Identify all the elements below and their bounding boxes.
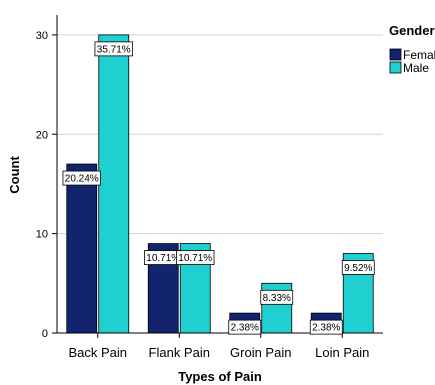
y-tick-label: 30	[36, 30, 48, 42]
data-label: 10.71%	[146, 253, 180, 264]
data-label: 10.71%	[178, 253, 212, 264]
data-labels: 20.24% 35.71% 10.71%10.71% 2.38% 8.33% 2.38% 9…	[62, 41, 375, 335]
y-tick-label: 20	[36, 129, 48, 141]
data-label-box	[341, 260, 375, 275]
legend-label-female: Female	[403, 48, 435, 62]
legend-title: Gender	[389, 23, 435, 38]
y-tick-label: 0	[42, 328, 48, 340]
bar-female	[66, 163, 98, 334]
legend: Gender FemaleMale	[389, 23, 435, 75]
x-tick-label: Flank Pain	[149, 345, 210, 360]
data-label: 35.71%	[97, 44, 131, 55]
x-ticks: Back Pain Flank Pain Groin Pain Loin Pain	[68, 333, 369, 360]
data-label: 20.24%	[65, 174, 99, 185]
bar-group	[66, 34, 374, 334]
bar-male	[98, 34, 130, 334]
x-tick-label: Back Pain	[68, 345, 127, 360]
data-label-box	[176, 250, 215, 265]
x-tick-label: Loin Pain	[315, 345, 369, 360]
legend-swatch-female	[389, 48, 402, 61]
y-tick-label: 10	[36, 229, 48, 241]
y-ticks: 0 10 20 30	[36, 30, 57, 340]
legend-swatch-male	[389, 61, 402, 74]
data-label: 2.38%	[312, 323, 340, 334]
data-label-box	[228, 319, 262, 335]
y-axis-title: Count	[7, 156, 22, 194]
x-tick-label: Groin Pain	[230, 345, 291, 360]
legend-label-male: Male	[403, 61, 429, 75]
data-label-box	[62, 170, 101, 186]
data-label: 9.52%	[344, 263, 372, 274]
data-label-box	[309, 319, 343, 335]
data-label: 8.33%	[263, 293, 291, 304]
data-label: 2.38%	[231, 323, 259, 334]
x-axis-title: Types of Pain	[178, 369, 262, 384]
data-label-box	[94, 41, 133, 57]
data-label-box	[260, 289, 294, 305]
